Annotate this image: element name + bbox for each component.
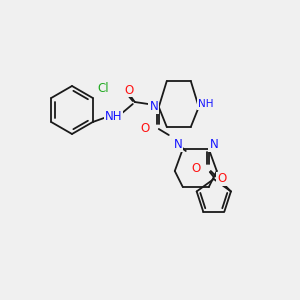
Text: O: O [191, 163, 200, 176]
Text: NH: NH [198, 99, 214, 109]
Text: N: N [173, 139, 182, 152]
Text: NH: NH [105, 110, 122, 124]
Text: N: N [149, 100, 158, 113]
Text: O: O [124, 83, 134, 97]
Text: O: O [140, 122, 149, 136]
Text: N: N [209, 139, 218, 152]
Text: O: O [217, 172, 226, 185]
Text: Cl: Cl [97, 82, 109, 94]
